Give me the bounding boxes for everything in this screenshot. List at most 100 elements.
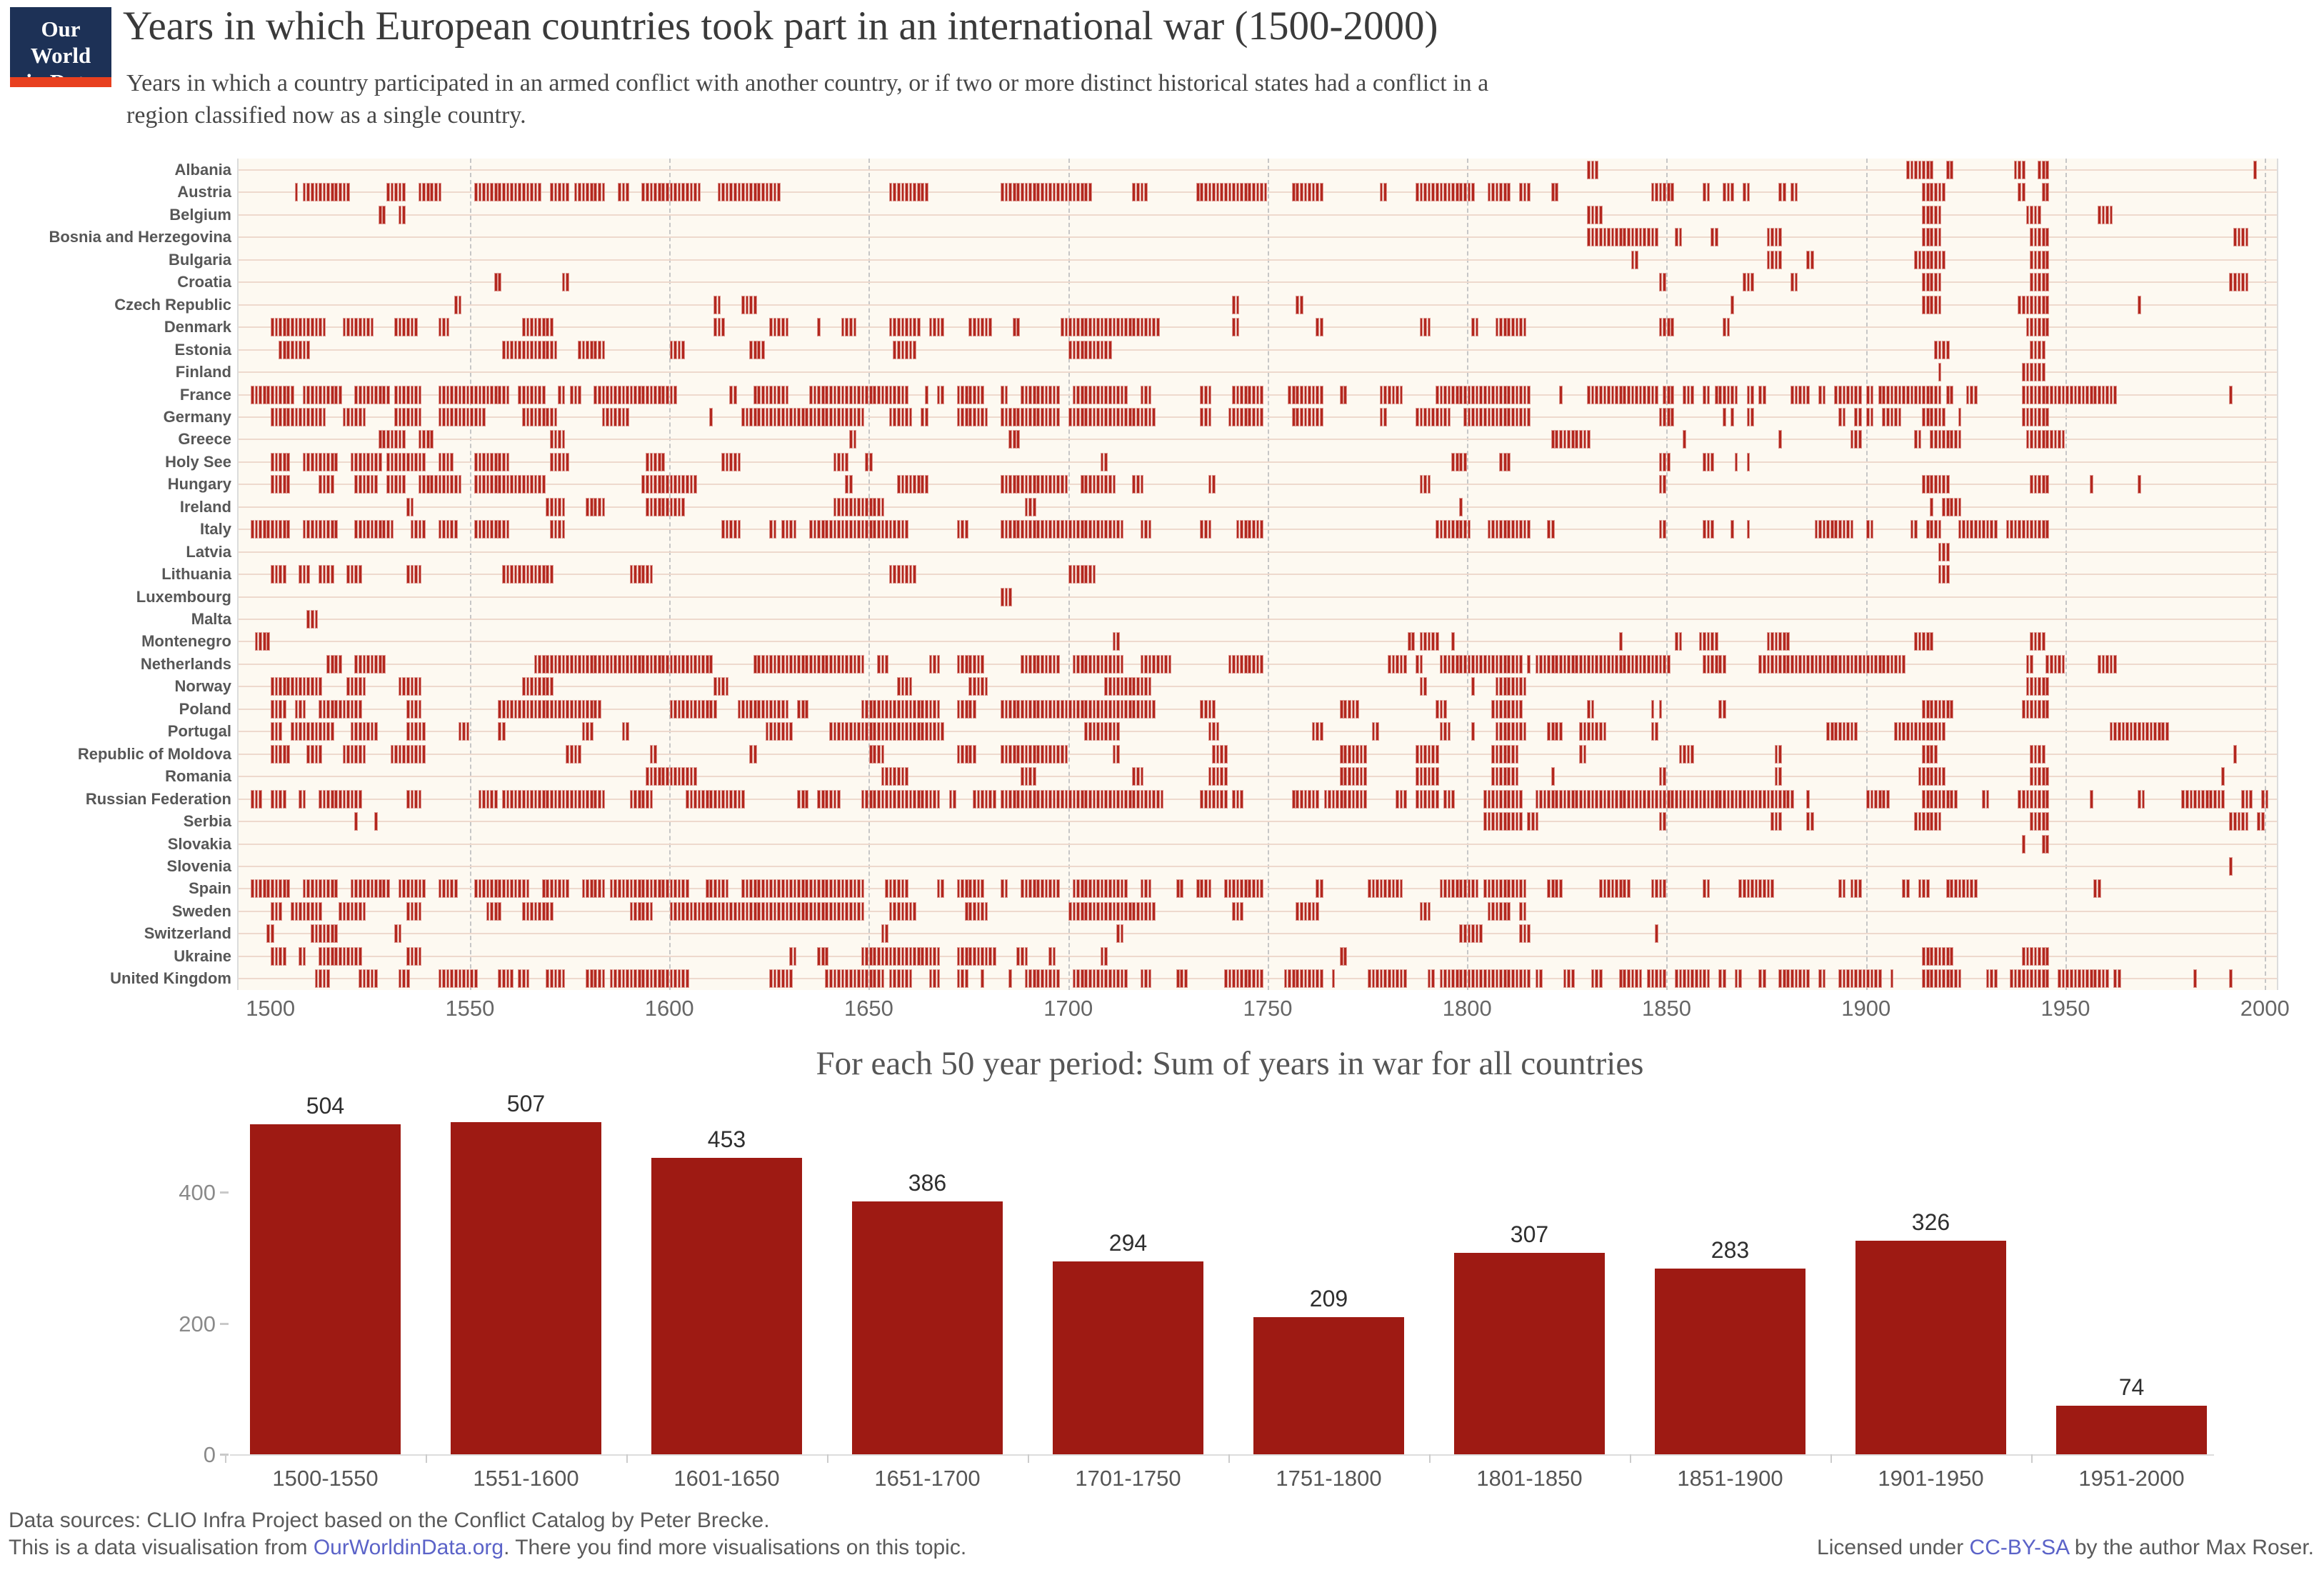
war-year-mark[interactable] xyxy=(1930,430,1934,449)
war-year-mark[interactable] xyxy=(1044,699,1048,719)
war-year-mark[interactable] xyxy=(833,520,837,539)
war-year-mark[interactable] xyxy=(936,654,941,674)
war-year-mark[interactable] xyxy=(685,969,689,989)
war-year-mark[interactable] xyxy=(1148,969,1152,989)
war-year-mark[interactable] xyxy=(498,385,502,404)
war-year-mark[interactable] xyxy=(1515,699,1519,719)
war-year-mark[interactable] xyxy=(490,520,494,539)
war-year-mark[interactable] xyxy=(1623,969,1627,989)
war-year-mark[interactable] xyxy=(486,879,490,899)
war-year-mark[interactable] xyxy=(410,699,414,719)
war-year-mark[interactable] xyxy=(502,699,506,719)
war-year-mark[interactable] xyxy=(1774,228,1778,247)
war-year-mark[interactable] xyxy=(1300,385,1303,404)
war-year-mark[interactable] xyxy=(366,452,370,471)
war-year-mark[interactable] xyxy=(1092,969,1096,989)
war-year-mark[interactable] xyxy=(426,183,430,202)
war-year-mark[interactable] xyxy=(646,497,649,516)
war-year-mark[interactable] xyxy=(1403,969,1407,989)
war-year-mark[interactable] xyxy=(1204,183,1208,202)
war-year-mark[interactable] xyxy=(550,407,554,426)
war-year-mark[interactable] xyxy=(749,699,753,719)
war-year-mark[interactable] xyxy=(478,475,482,494)
war-year-mark[interactable] xyxy=(358,969,362,989)
war-year-mark[interactable] xyxy=(777,699,781,719)
war-year-mark[interactable] xyxy=(274,520,279,539)
war-year-mark[interactable] xyxy=(1459,520,1463,539)
war-year-mark[interactable] xyxy=(1140,677,1144,696)
war-year-mark[interactable] xyxy=(1080,318,1084,337)
war-year-mark[interactable] xyxy=(1954,969,1958,989)
war-year-mark[interactable] xyxy=(1300,969,1303,989)
war-year-mark[interactable] xyxy=(821,385,825,404)
war-year-mark[interactable] xyxy=(1746,385,1750,404)
war-year-mark[interactable] xyxy=(868,744,873,764)
war-year-mark[interactable] xyxy=(1655,924,1658,944)
war-year-mark[interactable] xyxy=(550,677,554,696)
war-year-mark[interactable] xyxy=(848,722,853,741)
war-year-mark[interactable] xyxy=(908,969,913,989)
war-year-mark[interactable] xyxy=(825,946,829,966)
war-year-mark[interactable] xyxy=(418,901,422,921)
war-year-mark[interactable] xyxy=(1551,722,1555,741)
war-year-mark[interactable] xyxy=(925,407,928,426)
war-year-mark[interactable] xyxy=(877,789,881,809)
war-year-mark[interactable] xyxy=(271,385,274,404)
war-year-mark[interactable] xyxy=(478,385,482,404)
war-year-mark[interactable] xyxy=(1016,520,1021,539)
war-year-mark[interactable] xyxy=(1902,722,1906,741)
war-year-mark[interactable] xyxy=(1076,407,1080,426)
war-year-mark[interactable] xyxy=(561,969,566,989)
war-year-mark[interactable] xyxy=(1806,654,1810,674)
war-year-mark[interactable] xyxy=(1288,969,1291,989)
war-year-mark[interactable] xyxy=(621,385,626,404)
war-year-mark[interactable] xyxy=(1698,789,1703,809)
war-year-mark[interactable] xyxy=(262,632,266,651)
war-year-mark[interactable] xyxy=(1447,722,1451,741)
war-year-mark[interactable] xyxy=(530,677,534,696)
war-year-mark[interactable] xyxy=(761,340,765,359)
war-year-mark[interactable] xyxy=(1311,789,1316,809)
war-year-mark[interactable] xyxy=(382,205,386,224)
war-year-mark[interactable] xyxy=(302,407,306,426)
war-year-mark[interactable] xyxy=(1256,969,1260,989)
war-year-mark[interactable] xyxy=(2030,744,2033,764)
war-year-mark[interactable] xyxy=(1922,385,1925,404)
war-year-mark[interactable] xyxy=(394,924,398,944)
war-year-mark[interactable] xyxy=(1120,318,1124,337)
war-year-mark[interactable] xyxy=(1112,677,1116,696)
war-year-mark[interactable] xyxy=(514,340,518,359)
war-year-mark[interactable] xyxy=(928,969,933,989)
war-year-mark[interactable] xyxy=(1132,901,1136,921)
war-year-mark[interactable] xyxy=(1790,789,1794,809)
war-year-mark[interactable] xyxy=(1396,654,1399,674)
war-year-mark[interactable] xyxy=(1850,385,1854,404)
war-year-mark[interactable] xyxy=(649,475,653,494)
war-year-mark[interactable] xyxy=(362,318,366,337)
war-year-mark[interactable] xyxy=(310,183,314,202)
war-year-mark[interactable] xyxy=(274,744,279,764)
war-year-mark[interactable] xyxy=(306,452,311,471)
war-year-mark[interactable] xyxy=(454,520,458,539)
war-year-mark[interactable] xyxy=(773,969,777,989)
war-year-mark[interactable] xyxy=(1096,520,1100,539)
war-year-mark[interactable] xyxy=(1651,969,1655,989)
war-year-mark[interactable] xyxy=(601,789,606,809)
war-year-mark[interactable] xyxy=(1108,677,1112,696)
war-year-mark[interactable] xyxy=(809,879,813,899)
war-year-mark[interactable] xyxy=(1858,407,1862,426)
war-year-mark[interactable] xyxy=(857,654,861,674)
war-year-mark[interactable] xyxy=(2041,744,2045,764)
war-year-mark[interactable] xyxy=(319,924,322,944)
war-year-mark[interactable] xyxy=(1922,295,1925,314)
war-year-mark[interactable] xyxy=(1008,587,1012,606)
war-year-mark[interactable] xyxy=(781,318,785,337)
war-year-mark[interactable] xyxy=(905,879,908,899)
war-year-mark[interactable] xyxy=(1316,183,1320,202)
war-year-mark[interactable] xyxy=(302,340,306,359)
war-year-mark[interactable] xyxy=(310,385,314,404)
war-year-mark[interactable] xyxy=(589,789,593,809)
war-year-mark[interactable] xyxy=(526,407,530,426)
war-year-mark[interactable] xyxy=(681,901,686,921)
war-year-mark[interactable] xyxy=(1938,812,1942,831)
